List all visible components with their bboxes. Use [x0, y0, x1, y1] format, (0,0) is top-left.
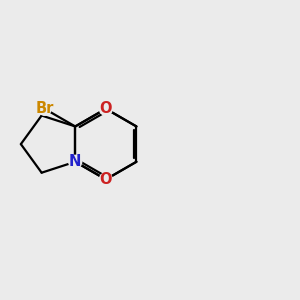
Circle shape [99, 173, 112, 186]
Text: N: N [69, 154, 81, 169]
Circle shape [99, 102, 112, 115]
Text: O: O [100, 172, 112, 187]
Text: Br: Br [35, 101, 54, 116]
Circle shape [38, 102, 51, 115]
Circle shape [69, 155, 82, 168]
Text: O: O [100, 101, 112, 116]
